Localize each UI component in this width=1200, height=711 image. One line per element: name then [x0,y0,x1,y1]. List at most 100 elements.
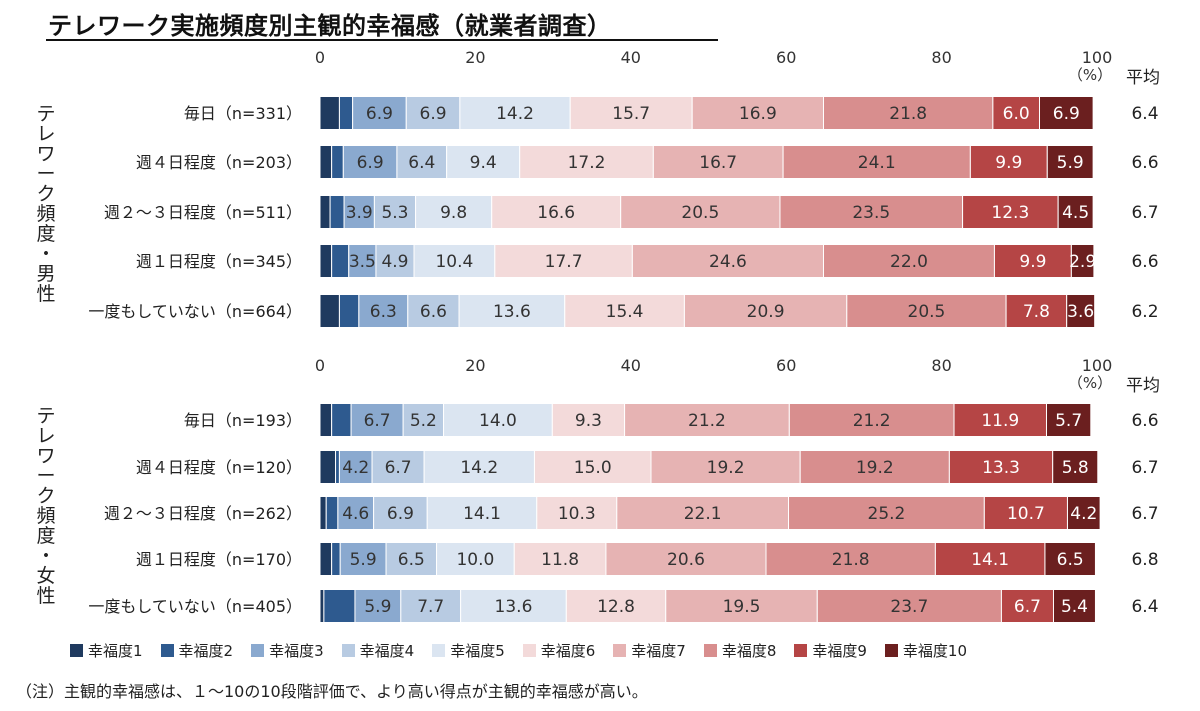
data-label: 6.3 [370,302,397,322]
average-value: 6.2 [1131,302,1158,322]
legend-label: 幸福度3 [269,642,324,660]
unit-label: （%） [1068,374,1112,392]
data-label: 16.7 [699,153,737,173]
bar-segment [1052,450,1099,484]
bar-segment [319,450,337,484]
bar-segment [436,542,515,576]
bar-segment [331,403,352,437]
data-label: 9.9 [1019,252,1046,272]
legend-swatch [703,644,717,657]
bar-segment [1066,294,1096,328]
bar-segment [779,195,964,229]
bar-segment [788,403,955,437]
bar-segment [782,145,971,179]
legend-swatch [341,644,355,657]
data-label: 20.5 [908,302,946,322]
bar-segment [799,450,950,484]
data-label: 14.2 [496,104,534,124]
x-tick-label: 100 [1082,356,1113,375]
average-header: 平均 [1126,376,1160,396]
data-label: 19.2 [856,458,894,478]
bar-segment [983,496,1068,530]
data-label: 12.8 [597,597,635,617]
data-label: 16.9 [739,104,777,124]
category-label: 週４日程度（n=120） [136,458,302,477]
x-tick-label: 80 [931,356,951,375]
data-label: 6.9 [1053,104,1080,124]
bar-segment [624,403,790,437]
data-label: 6.5 [398,550,425,570]
data-label: 6.9 [357,153,384,173]
bar-segment [319,195,331,229]
data-label: 7.8 [1023,302,1050,322]
data-label: 19.2 [707,458,745,478]
legend-label: 幸福度2 [178,642,234,660]
data-label: 21.2 [688,411,726,431]
data-label: 21.8 [832,550,870,570]
category-label: 週１日程度（n=170） [136,550,302,569]
data-label: 13.6 [495,597,533,617]
bar-segment [1066,496,1101,530]
bar-segment [337,496,375,530]
bar-segment [1005,294,1068,328]
data-label: 10.7 [1007,504,1045,524]
data-label: 17.2 [568,153,606,173]
average-value: 6.6 [1131,153,1158,173]
x-tick-label: 60 [776,356,796,375]
data-label: 21.2 [853,411,891,431]
category-label: 週１日程度（n=345） [136,252,302,271]
legend-label: 幸福度5 [450,642,505,660]
bar-segment [551,403,626,437]
bar-segment [948,450,1054,484]
legend-swatch [251,644,265,657]
data-label: 15.0 [574,458,612,478]
data-label: 4.5 [1062,203,1089,223]
x-tick-label: 0 [315,48,325,67]
data-label: 5.7 [1055,411,1082,431]
bar-segment [993,244,1072,278]
legend-label: 幸福度1 [88,642,143,660]
bar-segment [354,589,402,623]
data-label: 11.8 [541,550,579,570]
bar-segment [325,496,339,530]
data-label: 6.7 [385,458,412,478]
bar-segment [342,145,398,179]
data-label: 6.5 [1057,550,1084,570]
bar-segment [358,294,409,328]
average-value: 6.7 [1131,504,1158,524]
legend-item: 幸福度8 [703,640,776,661]
bar-segment [331,145,344,179]
data-label: 17.7 [545,252,583,272]
data-label: 10.3 [558,504,596,524]
bar-segment [491,195,622,229]
data-label: 4.2 [1070,504,1097,524]
bar-segment [319,244,333,278]
average-value: 6.6 [1131,252,1158,272]
bar-segment [691,96,824,130]
data-label: 11.9 [981,411,1019,431]
data-label: 20.9 [747,302,785,322]
legend-item: 幸福度1 [70,640,143,661]
data-label: 6.7 [364,411,391,431]
data-label: 5.9 [350,550,377,570]
average-value: 6.7 [1131,458,1158,478]
category-label: 毎日（n=331） [184,104,302,123]
data-label: 9.4 [470,153,497,173]
data-label: 6.9 [420,104,447,124]
legend-swatch [522,644,536,657]
x-tick-label: 20 [465,48,485,67]
data-label: 9.3 [575,411,602,431]
bar-segment [319,589,325,623]
legend-item: 幸福度9 [794,640,867,661]
bar-segment [331,542,341,576]
bar-segment [319,145,333,179]
data-label: 23.5 [852,203,890,223]
average-value: 6.6 [1131,411,1158,431]
x-tick-label: 100 [1082,48,1113,67]
bar-segment [373,496,428,530]
x-tick-label: 0 [315,356,325,375]
bar-segment [533,450,652,484]
legend-label: 幸福度9 [812,642,867,660]
bar-segment [423,450,535,484]
data-label: 24.6 [709,252,747,272]
